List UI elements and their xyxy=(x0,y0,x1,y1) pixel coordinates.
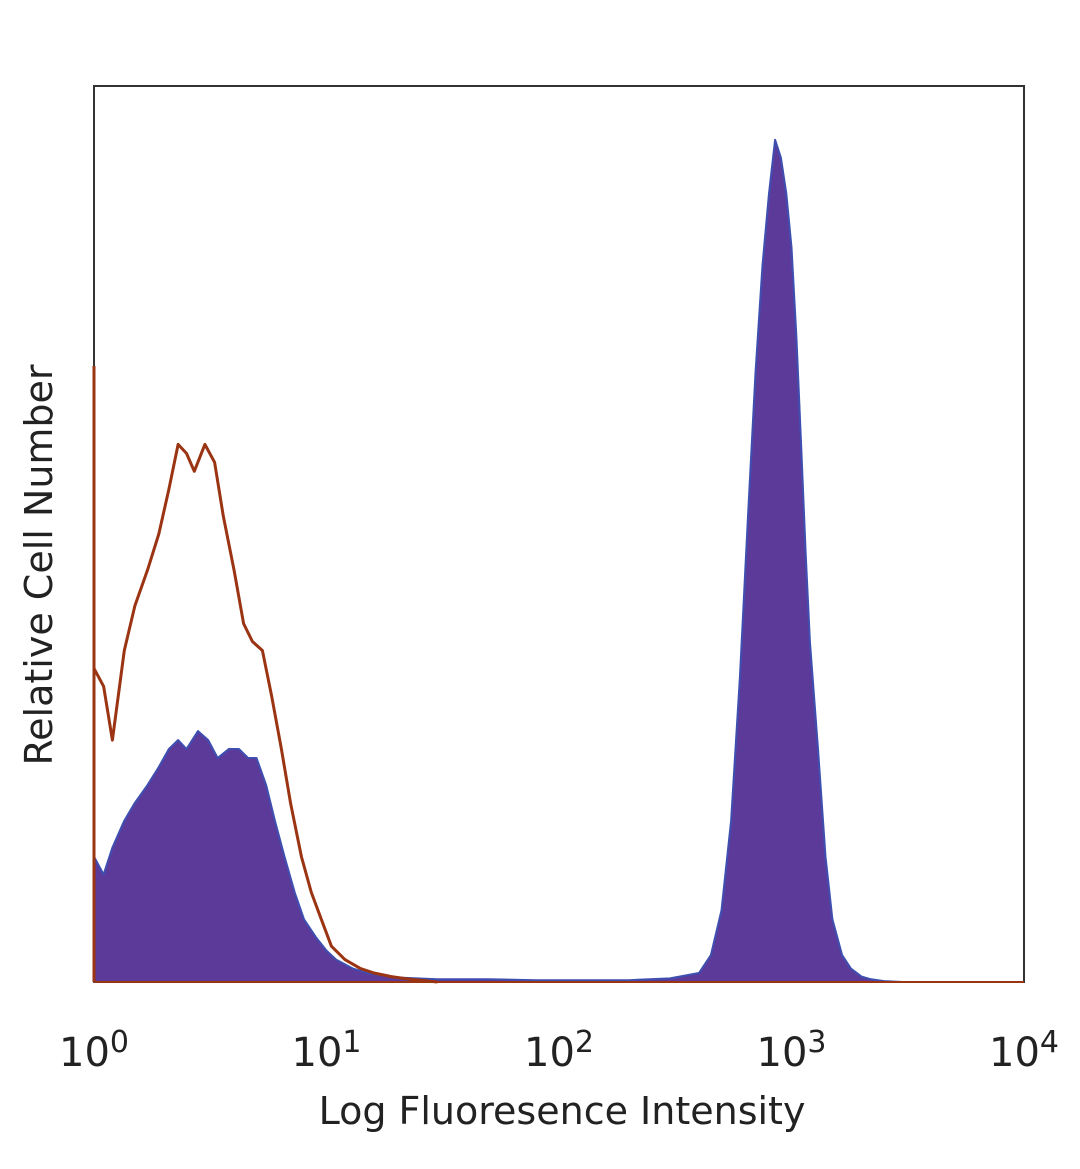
x-tick-labels: 100 101 102 103 104 xyxy=(59,1025,1059,1076)
plot-area xyxy=(92,85,1025,984)
isotype-histogram-line xyxy=(92,442,438,984)
stained-histogram-area xyxy=(93,138,904,983)
x-tick-label: 100 xyxy=(59,1025,129,1076)
x-tick-label: 101 xyxy=(292,1025,362,1076)
x-tick-label: 104 xyxy=(989,1025,1059,1076)
x-tick-label: 103 xyxy=(757,1025,827,1076)
x-axis-title: Log Fluoresence Intensity xyxy=(319,1089,806,1133)
x-tick-label: 102 xyxy=(524,1025,594,1076)
y-axis-title: Relative Cell Number xyxy=(17,364,61,765)
